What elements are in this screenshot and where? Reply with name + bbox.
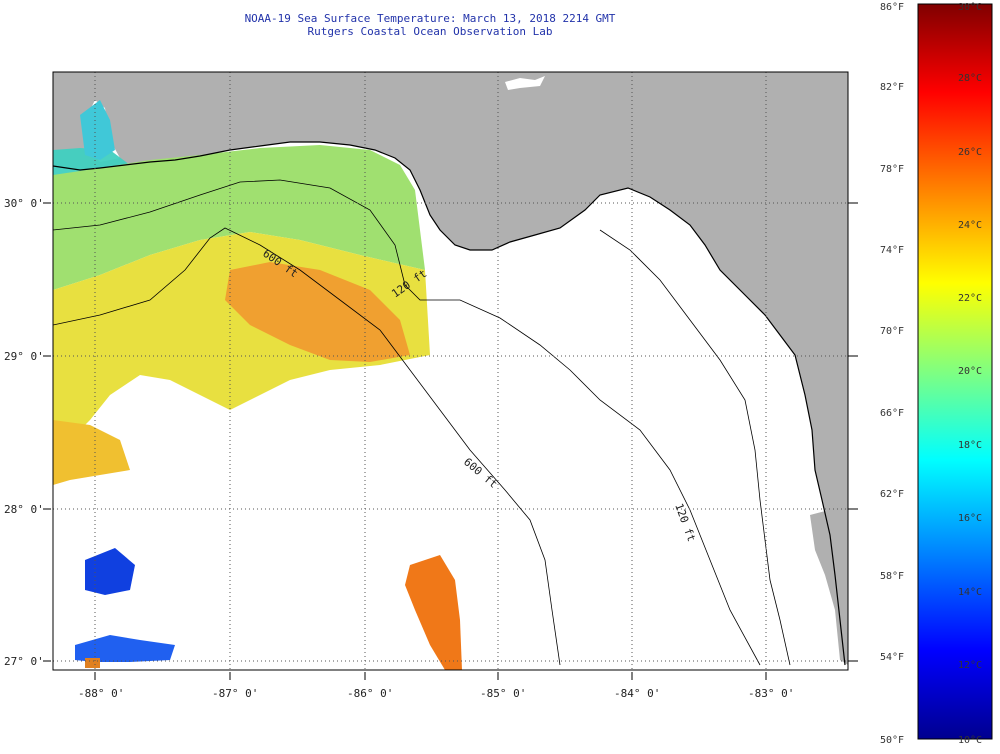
cb-f-66: 66°F bbox=[880, 408, 904, 419]
land-southeast bbox=[810, 505, 848, 665]
cb-f-74: 74°F bbox=[880, 245, 904, 256]
sst-warm-south bbox=[53, 420, 130, 485]
lat-label-28: 28° 0' bbox=[4, 503, 44, 516]
contour-shelf-east bbox=[599, 229, 791, 666]
cb-c-18: 18°C bbox=[958, 440, 982, 451]
frame-ticks bbox=[43, 202, 858, 680]
contour-120ft bbox=[53, 179, 761, 666]
map-title: NOAA-19 Sea Surface Temperature: March 1… bbox=[244, 12, 616, 25]
sst-orange-core bbox=[225, 262, 410, 362]
contour-600ft bbox=[53, 227, 561, 666]
sst-cool-bay bbox=[80, 100, 115, 160]
cb-c-10: 10°C bbox=[958, 735, 982, 746]
cb-f-82: 82°F bbox=[880, 82, 904, 93]
lat-label-30: 30° 0' bbox=[4, 197, 44, 210]
lon-label-86: -86° 0' bbox=[347, 687, 393, 700]
sst-green-band bbox=[53, 145, 425, 290]
land-mass bbox=[53, 72, 848, 540]
sst-small-warm bbox=[85, 658, 100, 668]
cb-f-54: 54°F bbox=[880, 652, 904, 663]
cb-f-78: 78°F bbox=[880, 164, 904, 175]
lon-label-88: -88° 0' bbox=[78, 687, 124, 700]
sst-hot-patch bbox=[405, 555, 462, 670]
cb-c-28: 28°C bbox=[958, 73, 982, 84]
cb-f-62: 62°F bbox=[880, 489, 904, 500]
cb-c-14: 14°C bbox=[958, 587, 982, 598]
cb-f-58: 58°F bbox=[880, 571, 904, 582]
sst-blue-patch-2 bbox=[75, 635, 175, 662]
lat-lon-grid bbox=[53, 72, 848, 670]
map-frame bbox=[52, 71, 849, 671]
cb-c-24: 24°C bbox=[958, 220, 982, 231]
lat-label-27: 27° 0' bbox=[4, 655, 44, 668]
lon-label-84: -84° 0' bbox=[614, 687, 660, 700]
map-subtitle: Rutgers Coastal Ocean Observation Lab bbox=[307, 25, 553, 38]
cb-c-30: 30°C bbox=[958, 2, 982, 13]
lon-label-83: -83° 0' bbox=[748, 687, 794, 700]
cb-c-22: 22°C bbox=[958, 293, 982, 304]
cb-c-16: 16°C bbox=[958, 513, 982, 524]
lat-label-29: 29° 0' bbox=[4, 350, 44, 363]
lon-label-87: -87° 0' bbox=[212, 687, 258, 700]
sst-blue-patch-1 bbox=[85, 548, 135, 595]
cb-c-20: 20°C bbox=[958, 366, 982, 377]
colorbar-celsius-labels: 30°C 28°C 26°C 24°C 22°C 20°C 18°C 16°C … bbox=[958, 2, 982, 746]
lake bbox=[505, 76, 545, 90]
cb-c-26: 26°C bbox=[958, 147, 982, 158]
cb-f-86: 86°F bbox=[880, 2, 904, 13]
colorbar bbox=[917, 3, 993, 740]
cb-f-70: 70°F bbox=[880, 326, 904, 337]
cb-f-50: 50°F bbox=[880, 735, 904, 746]
coastline bbox=[53, 141, 846, 666]
lon-label-85: -85° 0' bbox=[480, 687, 526, 700]
colorbar-fahrenheit-labels: 86°F 82°F 78°F 74°F 70°F 66°F 62°F 58°F … bbox=[880, 2, 904, 746]
cb-c-12: 12°C bbox=[958, 660, 982, 671]
